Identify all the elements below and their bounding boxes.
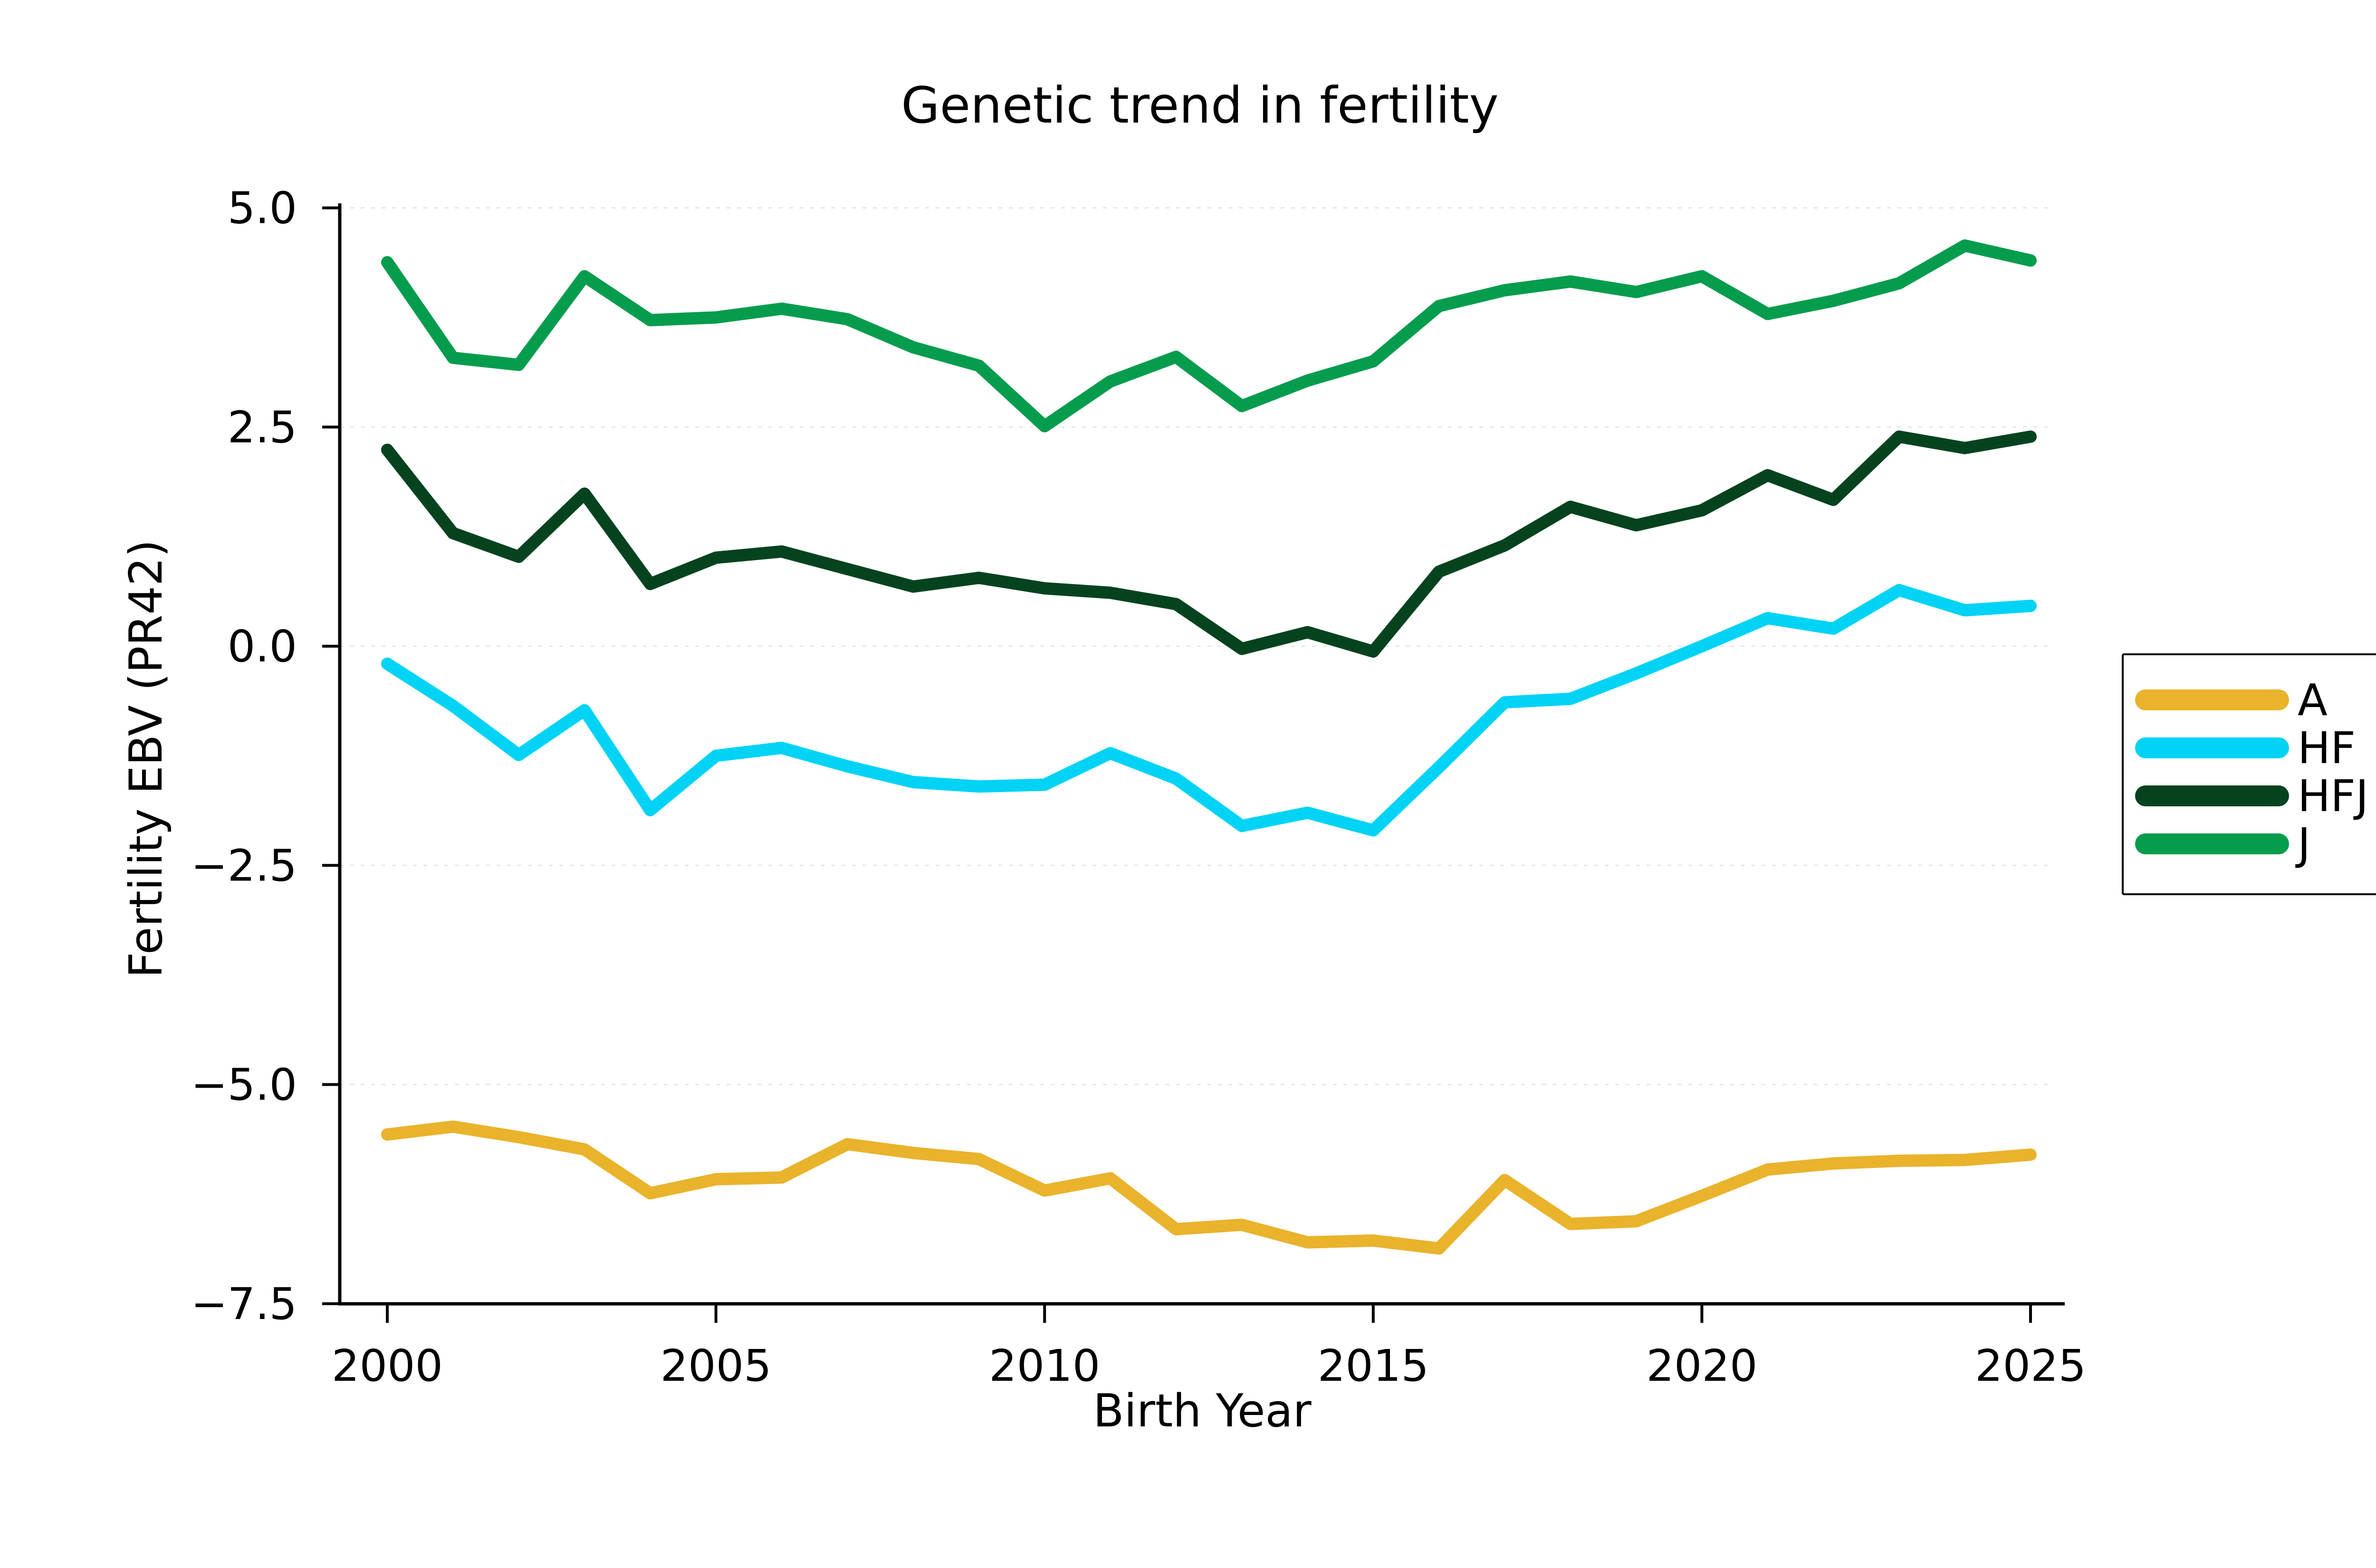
grid-layer	[340, 207, 2053, 1085]
y-tick-label-2.5: 2.5	[228, 402, 297, 453]
series-line-HF	[381, 583, 2037, 837]
y-tick-label-5: 5.0	[228, 183, 297, 234]
y-tick-label--5: −5.0	[191, 1060, 297, 1110]
series-line-J	[381, 239, 2037, 432]
legend-item-A: A	[2135, 675, 2328, 726]
legend-label-HF: HF	[2298, 723, 2356, 774]
series-line-HFJ	[381, 430, 2037, 658]
legend-label-HFJ: HFJ	[2298, 771, 2368, 822]
legend-item-HF: HF	[2135, 723, 2356, 774]
y-axis-label: Fertility EBV (PR42)	[120, 540, 172, 978]
x-tick-label-2010: 2010	[989, 1340, 1100, 1391]
y-tick-label--7.5: −7.5	[191, 1279, 297, 1329]
y-tick-label-0: 0.0	[228, 621, 297, 672]
x-axis-label: Birth Year	[1093, 1385, 1312, 1437]
series-line-A	[381, 1120, 2037, 1255]
x-tick-label-2015: 2015	[1318, 1340, 1429, 1391]
series-layer	[381, 239, 2037, 1255]
legend-label-A: A	[2298, 675, 2328, 726]
x-tick-label-2000: 2000	[332, 1340, 443, 1391]
y-tick-label--2.5: −2.5	[191, 840, 297, 891]
legend-label-J: J	[2295, 819, 2310, 870]
legend-item-J: J	[2135, 819, 2310, 870]
chart-title: Genetic trend in fertility	[901, 76, 1499, 134]
x-tick-label-2005: 2005	[661, 1340, 772, 1391]
axes-layer: 5.0 2.5 0.0 −2.5 −5.0 −7.5 2000 2005 2010 2015 202…	[191, 183, 2086, 1391]
legend-item-HFJ: HFJ	[2135, 771, 2368, 822]
x-tick-label-2025: 2025	[1975, 1340, 2086, 1391]
x-tick-label-2020: 2020	[1646, 1340, 1757, 1391]
